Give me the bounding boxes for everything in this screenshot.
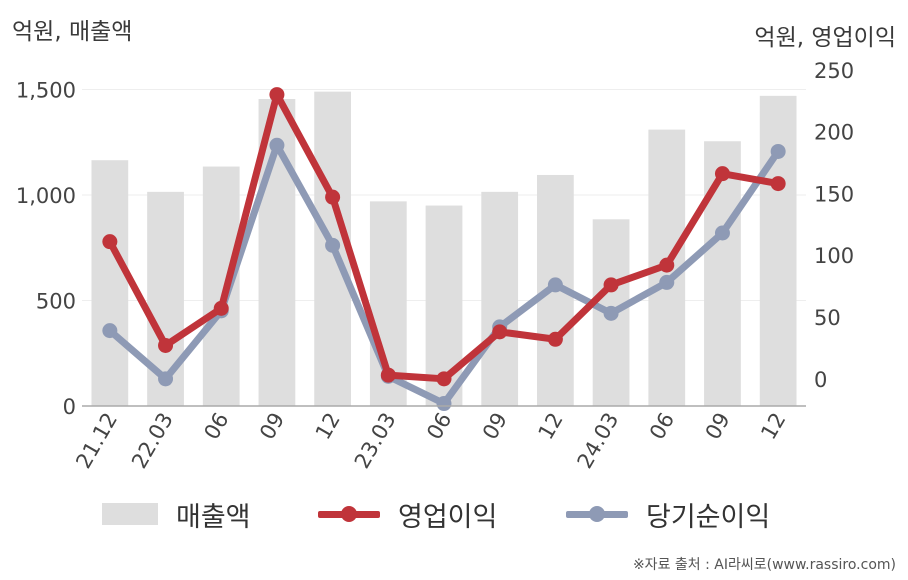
net-profit-point xyxy=(325,237,341,253)
operating-swatch xyxy=(318,503,380,525)
net-profit-point xyxy=(770,143,786,159)
net-swatch xyxy=(566,503,628,525)
left-axis-unit: 억원, 매출액 xyxy=(12,19,133,45)
operating-profit-point xyxy=(547,331,563,347)
right-tick-label: 200 xyxy=(814,121,854,145)
legend-item-operating: 영업이익 xyxy=(318,494,497,534)
right-tick-label: 250 xyxy=(814,59,854,83)
operating-profit-point xyxy=(714,166,730,182)
operating-profit-point xyxy=(325,189,341,205)
left-tick-label: 500 xyxy=(36,290,76,314)
net-profit-point xyxy=(269,137,285,153)
revenue-bars xyxy=(91,91,797,407)
revenue-swatch xyxy=(102,503,158,525)
x-tick-label: 09 xyxy=(478,409,512,444)
legend-item-revenue: 매출액 xyxy=(102,494,251,534)
x-tick-label: 21.12 xyxy=(71,409,122,473)
operating-profit-point xyxy=(603,277,619,293)
revenue-bar xyxy=(704,141,741,406)
operating-profit-point xyxy=(436,371,452,387)
operating-profit-point xyxy=(770,176,786,192)
x-tick-label: 22.03 xyxy=(127,409,178,473)
legend: 매출액 영업이익 당기순이익 xyxy=(0,494,908,534)
operating-profit-point xyxy=(380,367,396,383)
legend-label-net: 당기순이익 xyxy=(646,501,771,533)
revenue-bar xyxy=(202,166,240,406)
operating-profit-point xyxy=(492,324,508,340)
operating-profit-point xyxy=(269,87,285,103)
revenue-bar xyxy=(91,160,129,406)
net-profit-point xyxy=(659,274,675,290)
net-profit-point xyxy=(603,305,619,321)
right-axis-ticks: 0 50 100 150 200 250 xyxy=(814,59,854,392)
right-tick-label: 150 xyxy=(814,182,854,206)
net-profit-point xyxy=(547,277,563,293)
net-profit-point xyxy=(436,396,452,412)
right-axis-unit: 억원, 영업이익 xyxy=(754,25,896,51)
left-axis-ticks: 0 500 1,000 1,500 xyxy=(16,79,76,419)
revenue-bar xyxy=(481,191,519,406)
left-tick-label: 1,500 xyxy=(16,79,76,103)
left-tick-label: 1,000 xyxy=(16,184,76,208)
legend-label-operating: 영업이익 xyxy=(398,501,498,533)
profit-lines xyxy=(102,87,786,412)
net-profit-point xyxy=(102,323,118,339)
x-tick-label: 09 xyxy=(255,409,289,444)
revenue-bar xyxy=(759,95,797,407)
operating-profit-point xyxy=(213,300,229,316)
net-profit-point xyxy=(158,371,174,387)
x-tick-label: 06 xyxy=(645,409,679,444)
combo-chart: 0 500 1,000 1,500 0 50 100 150 200 250 21.12 22.0… xyxy=(16,59,854,473)
x-tick-label: 24.03 xyxy=(573,409,624,473)
right-tick-label: 50 xyxy=(814,306,841,330)
x-tick-label: 06 xyxy=(422,409,456,444)
source-note: ※자료 출처 : AI라씨로(www.rassiro.com) xyxy=(632,557,896,573)
legend-label-revenue: 매출액 xyxy=(176,501,251,533)
operating-profit-point xyxy=(158,337,174,353)
operating-profit-point xyxy=(102,234,118,250)
right-tick-label: 100 xyxy=(814,244,854,268)
operating-profit-point xyxy=(659,257,675,273)
x-tick-label: 12 xyxy=(756,409,790,444)
net-profit-point xyxy=(714,225,730,241)
right-tick-label: 0 xyxy=(814,368,827,392)
x-tick-label: 12 xyxy=(534,409,568,444)
x-tick-label: 06 xyxy=(199,409,233,444)
x-tick-label: 23.03 xyxy=(350,409,401,473)
left-tick-label: 0 xyxy=(63,395,76,419)
x-tick-label: 09 xyxy=(701,409,735,444)
x-tick-label: 12 xyxy=(311,409,345,444)
x-axis-ticks: 21.12 22.03 06 09 12 23.03 06 09 12 24.03 06 09 12 xyxy=(71,409,790,473)
legend-item-net: 당기순이익 xyxy=(566,494,770,534)
